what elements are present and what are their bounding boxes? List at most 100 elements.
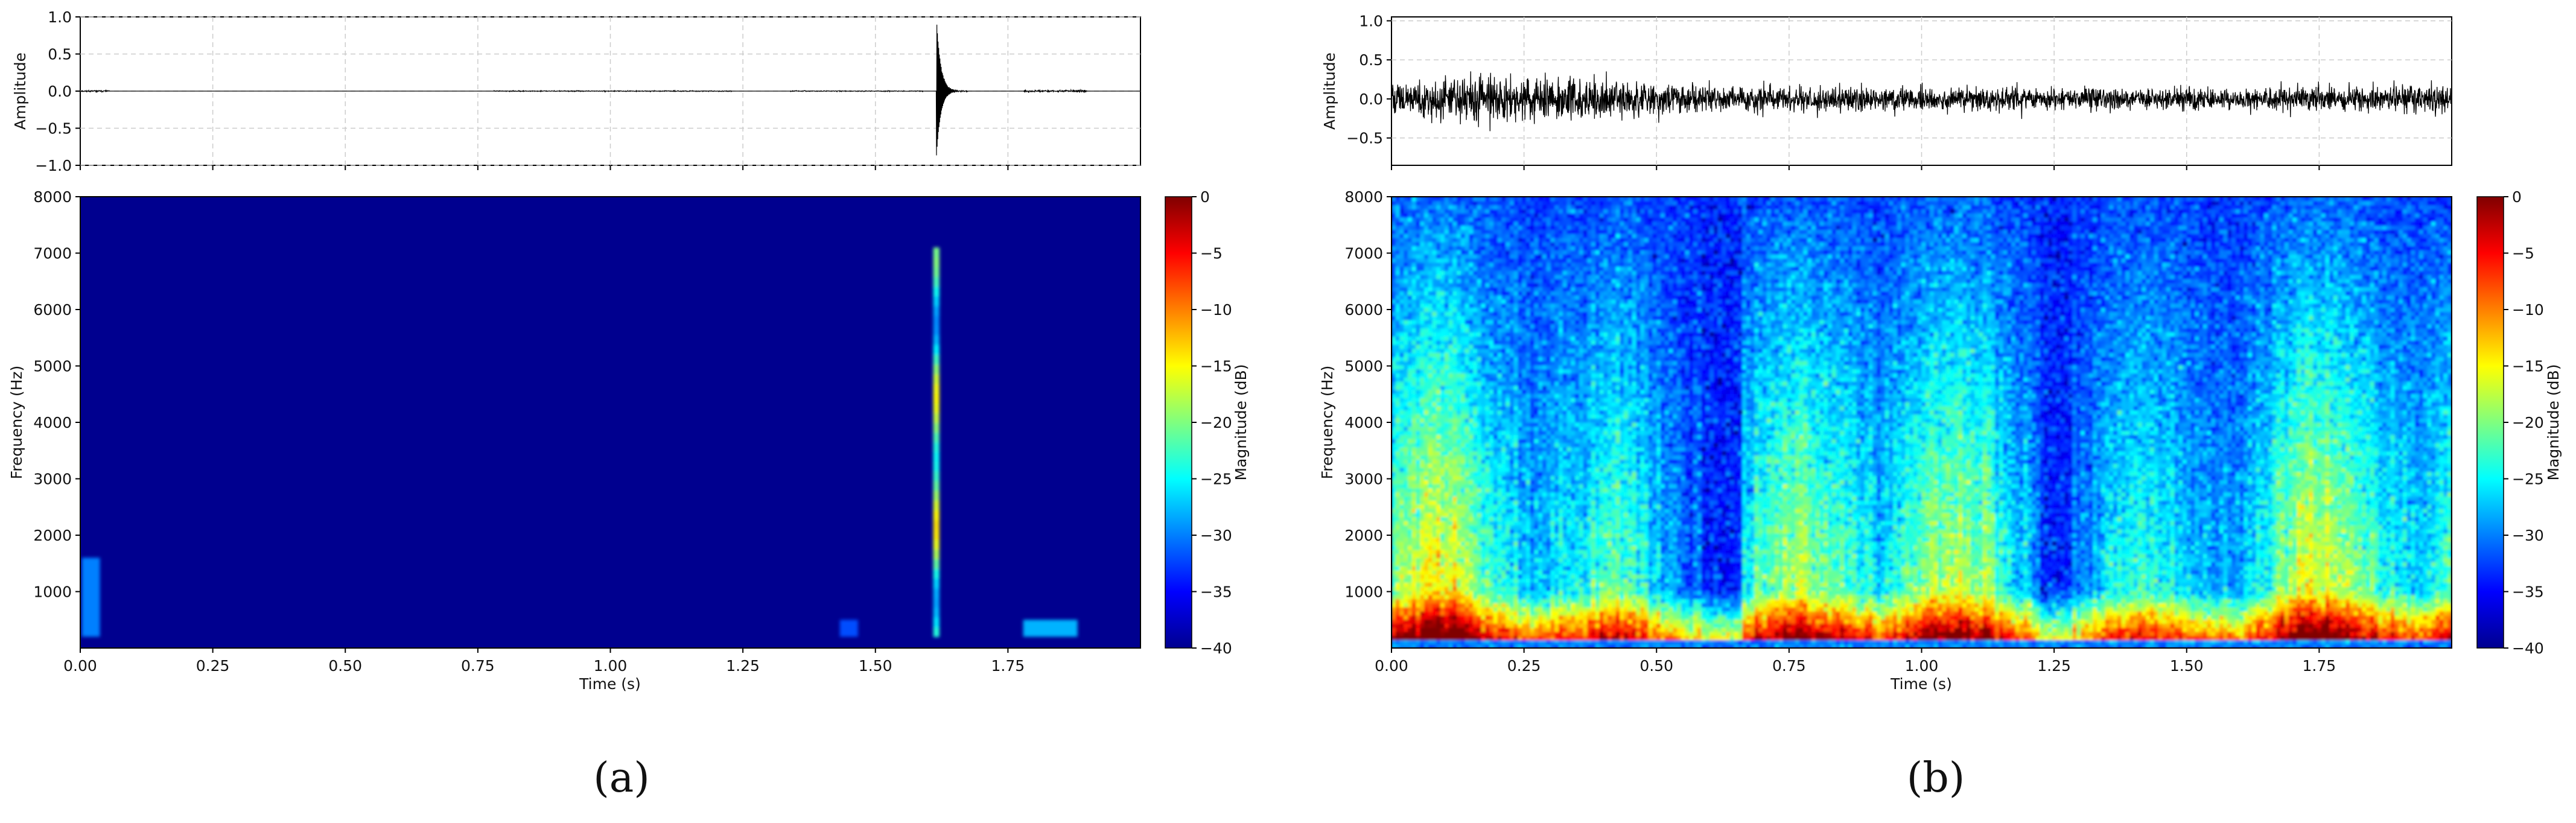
spectrogram-cell (1404, 574, 1408, 579)
transient-band (933, 296, 940, 307)
spectrogram-cell (1513, 229, 1519, 234)
spectrogram-cell (1522, 533, 1527, 538)
spectrogram-cell (1522, 628, 1527, 632)
spectrogram-cell (1465, 373, 1469, 378)
spectrogram-cell (1497, 467, 1503, 472)
spectrogram-cell (1562, 361, 1568, 366)
spectrogram-cell (1404, 405, 1408, 411)
spectrogram-cell (1420, 500, 1425, 505)
spectrogram-cell (1440, 291, 1445, 296)
spectrogram-cell (1432, 250, 1437, 255)
transient-band (933, 578, 940, 589)
spectrogram-cell (1489, 275, 1494, 279)
spectrogram-cell (1554, 562, 1559, 567)
spectrogram-cell (1408, 307, 1413, 312)
spectrogram-cell (1510, 398, 1515, 402)
spectrogram-cell (1554, 640, 1559, 644)
transient-band (933, 451, 940, 462)
spectrogram-cell (1530, 398, 1535, 402)
spectrogram-cell (1538, 364, 1543, 370)
spectrogram-cell (1542, 541, 1547, 546)
spectrogram-cell (1399, 492, 1404, 497)
spectrogram-cell (1420, 254, 1425, 259)
spectrogram-cell (1481, 426, 1486, 431)
spectrogram-cell (1513, 225, 1519, 230)
spectrogram-cell (1526, 393, 1531, 398)
spectrogram-cell (1444, 323, 1449, 329)
spectrogram-cell (1395, 405, 1401, 411)
spectrogram-cell (1424, 234, 1429, 238)
spectrogram-cell (1489, 241, 1494, 247)
spectrogram-cell (1506, 402, 1510, 407)
spectrogram-cell (1448, 640, 1453, 644)
spectrogram-cell (1522, 541, 1527, 546)
spectrogram-cell (1473, 615, 1478, 620)
spectrogram-cell (1493, 631, 1498, 637)
spectrogram-cell (1440, 451, 1445, 456)
spectrogram-cell (1526, 282, 1531, 288)
spectrogram-cell (1538, 205, 1543, 209)
spectrogram-cell (1513, 254, 1519, 259)
spectrogram-cell (1559, 311, 1563, 316)
spectrogram-cell (1469, 287, 1474, 291)
spectrogram-cell (1534, 422, 1539, 427)
spectrogram-cell (1460, 311, 1466, 316)
spectrogram-cell (1513, 361, 1519, 366)
spectrogram-cell (1513, 266, 1519, 271)
spectrogram-cell (1395, 631, 1401, 637)
spectrogram-cell (1424, 352, 1429, 357)
spectrogram-cell (1391, 611, 1396, 616)
spectrogram-cell (1477, 246, 1482, 250)
spectrogram-cell (1391, 566, 1396, 571)
spectrogram-cell (1538, 295, 1543, 300)
spectrogram-cell (1485, 320, 1490, 325)
spectrogram-cell (1542, 385, 1547, 390)
spectrogram-cell (1538, 611, 1543, 616)
spectrogram-cell (1497, 566, 1503, 571)
spectrogram-cell (1566, 500, 1571, 505)
spectrogram-cell (1493, 574, 1498, 579)
spectrogram-cell (1510, 446, 1515, 452)
spectrogram-cell (1526, 320, 1531, 325)
spectrogram-cell (1510, 197, 1515, 202)
spectrogram-cell (1522, 344, 1527, 349)
spectrogram-cell (1448, 418, 1453, 423)
spectrogram-cell (1559, 508, 1563, 513)
spectrogram-cell (1465, 426, 1469, 431)
spectrogram-cell (1440, 644, 1445, 648)
spectrogram-cell (1522, 205, 1527, 209)
spectrogram-cell (1432, 562, 1437, 567)
spectrogram-cell (1538, 217, 1543, 222)
spectrogram-cell (1493, 323, 1498, 329)
spectrogram-cell (1542, 512, 1547, 517)
spectrogram-cell (1391, 279, 1396, 284)
spectrogram-cell (1538, 414, 1543, 419)
spectrogram-cell (1448, 611, 1453, 616)
spectrogram-cell (1399, 410, 1404, 415)
spectrogram-cell (1534, 311, 1539, 316)
spectrogram-cell (1420, 578, 1425, 583)
spectrogram-cell (1485, 344, 1490, 349)
spectrogram-cell (1444, 303, 1449, 308)
spectrogram-cell (1497, 508, 1503, 513)
spectrogram-cell (1457, 640, 1461, 644)
spectrogram-cell (1526, 558, 1531, 562)
spectrogram-cell (1395, 607, 1401, 612)
spectrogram-cell (1513, 549, 1519, 554)
spectrogram-cell (1444, 295, 1449, 300)
spectrogram-cell (1534, 439, 1539, 443)
spectrogram-cell (1420, 352, 1425, 357)
spectrogram-cell (1526, 570, 1531, 575)
spectrogram-cell (1518, 446, 1522, 452)
spectrogram-cell (1416, 628, 1420, 632)
spectrogram-cell (1395, 516, 1401, 521)
spectrogram-cell (1550, 316, 1555, 320)
spectrogram-cell (1440, 205, 1445, 209)
spectrogram-cell (1457, 480, 1461, 485)
spectrogram-ytick-label: 4000 (33, 414, 72, 431)
spectrogram-cell (1408, 504, 1413, 509)
spectrogram-cell (1501, 311, 1506, 316)
spectrogram-cell (1566, 402, 1571, 407)
spectrogram-cell (1465, 640, 1469, 644)
spectrogram-cell (1432, 443, 1437, 448)
